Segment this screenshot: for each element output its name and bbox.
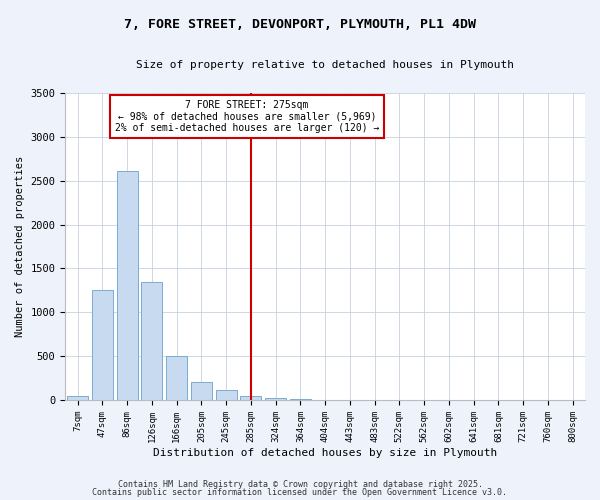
Bar — [116, 171, 137, 400]
Bar — [166, 356, 187, 400]
Bar — [215, 390, 236, 400]
Bar — [92, 290, 113, 400]
Y-axis label: Number of detached properties: Number of detached properties — [15, 156, 25, 337]
Text: 7 FORE STREET: 275sqm
← 98% of detached houses are smaller (5,969)
2% of semi-de: 7 FORE STREET: 275sqm ← 98% of detached … — [115, 100, 379, 133]
Text: Contains HM Land Registry data © Crown copyright and database right 2025.: Contains HM Land Registry data © Crown c… — [118, 480, 482, 489]
Title: Size of property relative to detached houses in Plymouth: Size of property relative to detached ho… — [136, 60, 514, 70]
Bar — [265, 398, 286, 400]
Bar — [67, 396, 88, 400]
Text: 7, FORE STREET, DEVONPORT, PLYMOUTH, PL1 4DW: 7, FORE STREET, DEVONPORT, PLYMOUTH, PL1… — [124, 18, 476, 30]
Bar — [290, 399, 311, 400]
Bar — [142, 282, 163, 400]
Bar — [191, 382, 212, 400]
Text: Contains public sector information licensed under the Open Government Licence v3: Contains public sector information licen… — [92, 488, 508, 497]
X-axis label: Distribution of detached houses by size in Plymouth: Distribution of detached houses by size … — [153, 448, 497, 458]
Bar — [241, 396, 262, 400]
